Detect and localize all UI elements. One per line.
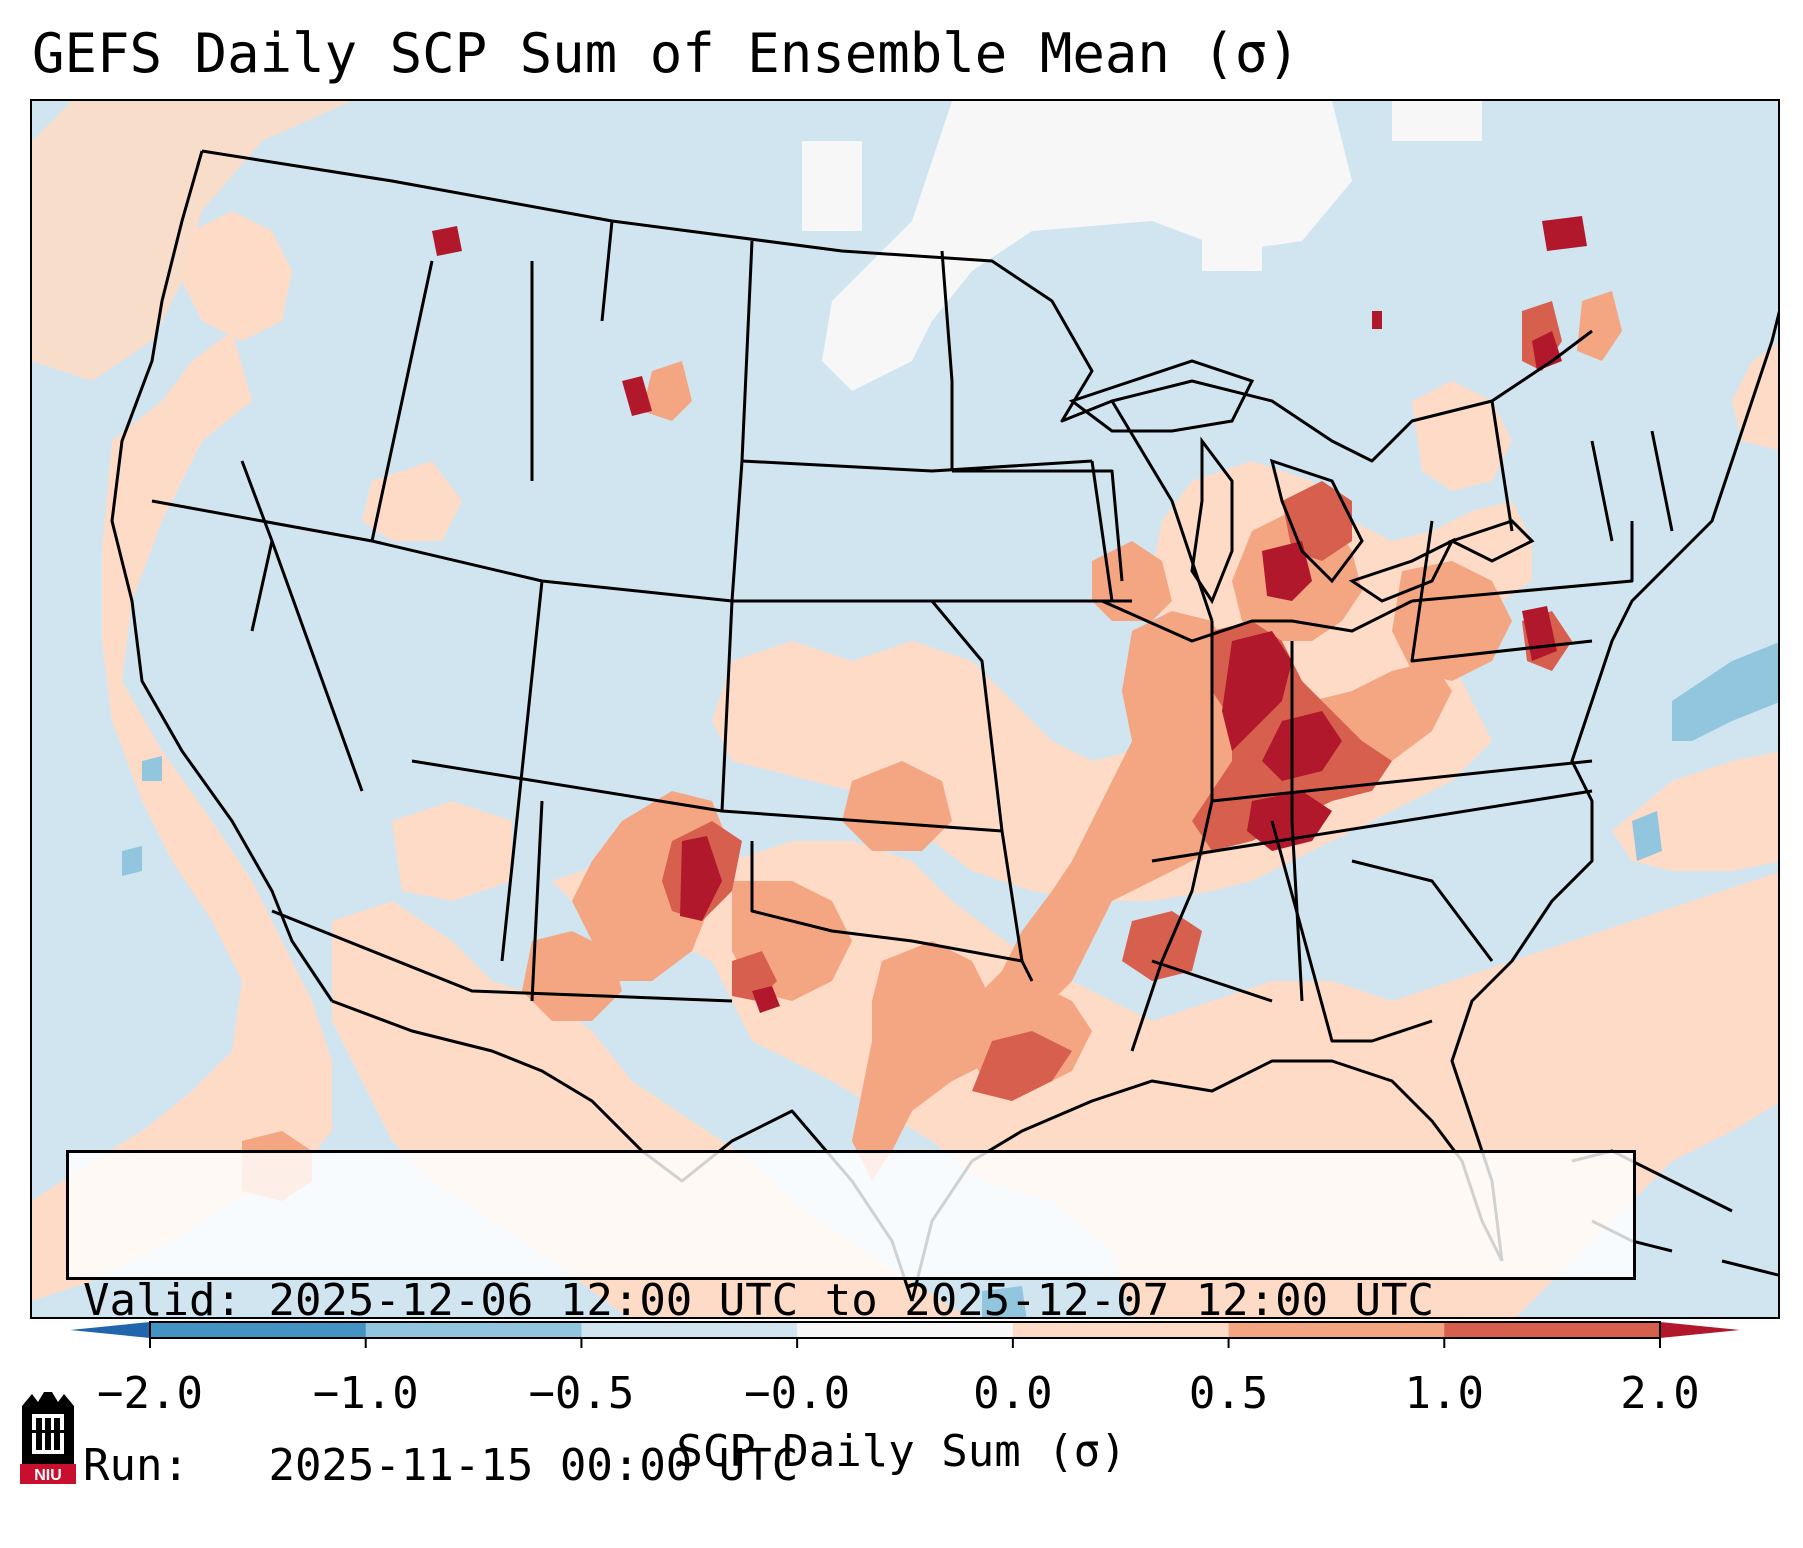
colorbar-bin	[581, 1322, 798, 1338]
run-label: Run:	[83, 1440, 189, 1491]
colorbar-under-arrow	[70, 1322, 150, 1338]
great-lakes	[1068, 359, 1535, 605]
negative-areas	[122, 642, 1778, 1317]
colorbar-tick-label: −0.0	[744, 1368, 851, 1419]
run-value: 2025-11-15 00:00 UTC	[268, 1440, 799, 1491]
colorbar-bin	[150, 1322, 367, 1338]
colorbar-tick-label: −2.0	[97, 1368, 203, 1419]
map-panel	[30, 99, 1780, 1319]
logo-text: NIU	[34, 1467, 62, 1484]
scp-map	[32, 101, 1778, 1317]
valid-value: 2025-12-06 12:00 UTC to 2025-12-07 12:00…	[268, 1275, 1435, 1326]
colorbar-bin	[797, 1322, 1014, 1338]
valid-label: Valid:	[83, 1275, 242, 1326]
colorbar-tick-label: 2.0	[1620, 1368, 1700, 1419]
niu-logo: NIU	[20, 1392, 76, 1484]
colorbar-over-arrow	[1660, 1322, 1740, 1338]
colorbar-label: SCP Daily Sum (σ)	[676, 1426, 1127, 1477]
colorbar-tick-marks	[149, 1338, 1661, 1348]
colorbar-bin	[1012, 1322, 1230, 1338]
colorbar-bin	[365, 1322, 582, 1338]
map-title: GEFS Daily SCP Sum of Ensemble Mean (σ)	[32, 22, 1300, 85]
run-time-line: Run: 2025-11-15 00:00 UTC	[83, 1438, 1619, 1493]
validity-info-box: Valid: 2025-12-06 12:00 UTC to 2025-12-0…	[66, 1150, 1636, 1491]
colorbar	[70, 1321, 1740, 1348]
colorbar-tick-label: 0.5	[1188, 1368, 1269, 1419]
colorbar-tick-label: 0.0	[973, 1368, 1053, 1419]
colorbar-bins	[150, 1322, 1661, 1338]
colorbar-tick-label: 1.0	[1404, 1368, 1485, 1419]
colorbar-bin	[1228, 1322, 1445, 1338]
colorbar-tick-label: −0.5	[528, 1368, 635, 1419]
valid-time-line: Valid: 2025-12-06 12:00 UTC to 2025-12-0…	[83, 1273, 1619, 1328]
positive-extreme-areas	[432, 216, 1587, 1013]
colorbar-outline	[149, 1321, 1661, 1339]
colorbar-tick-label: −1.0	[312, 1368, 419, 1419]
colorbar-bin	[1444, 1322, 1661, 1338]
near-zero-areas	[802, 101, 1482, 391]
